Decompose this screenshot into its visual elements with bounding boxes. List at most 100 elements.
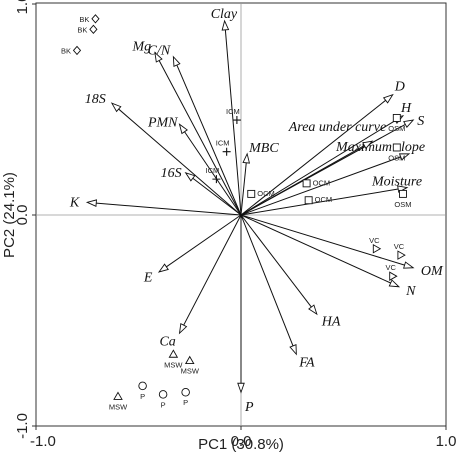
loading-arrowhead	[382, 93, 394, 104]
sample-label: OSM	[388, 153, 405, 162]
x-tick-label: 0.0	[231, 433, 252, 450]
loading-arrowhead	[157, 263, 169, 273]
sample-point-circle	[158, 390, 168, 399]
sample-points: BKBKBKICMICMICMOCMOCMOCMOSMOSMOSMVCVCVCM…	[61, 14, 411, 411]
loading-arrow	[224, 29, 242, 216]
loading-arrow	[192, 177, 242, 216]
loading-label: OM	[421, 264, 444, 279]
loading-arrowhead	[403, 261, 415, 269]
sample-label: VC	[394, 242, 405, 251]
loading-arrow	[240, 214, 312, 308]
sample-label: ICM	[226, 107, 240, 116]
sample-point-square	[304, 196, 313, 205]
sample-label: MSW	[164, 360, 183, 369]
loading-arrowhead	[403, 119, 415, 128]
loading-arrow	[240, 156, 401, 216]
sample-point-square	[392, 143, 401, 152]
loading-arrowhead	[178, 123, 188, 135]
sample-point-circle	[138, 381, 147, 391]
y-axis-title: PC2 (24.1%)	[1, 172, 18, 258]
sample-point-triangle-right	[372, 243, 382, 254]
sample-point-triangle-right	[397, 250, 406, 260]
loading-label: E	[143, 271, 153, 286]
loading-arrow	[166, 214, 242, 268]
loading-arrow	[240, 214, 294, 347]
loading-arrowhead	[289, 344, 297, 356]
loading-label: 18S	[85, 92, 106, 107]
sample-label: OCM	[257, 189, 275, 198]
sample-label: BK	[79, 15, 89, 24]
sample-point-cross	[232, 116, 241, 125]
loading-label: Maximum slope	[335, 140, 425, 155]
x-tick-label: -1.0	[30, 433, 56, 450]
loading-arrow	[240, 99, 386, 216]
loading-arrow	[118, 108, 242, 216]
sample-point-square	[302, 179, 311, 188]
sample-label: BK	[61, 46, 71, 55]
sample-label: P	[140, 392, 145, 401]
loading-label: C/N	[148, 43, 171, 58]
loading-arrow	[183, 214, 242, 326]
loading-arrowhead	[242, 152, 251, 164]
loading-label: Mg	[131, 39, 151, 54]
sample-point-square	[399, 189, 407, 198]
sample-point-triangle-up	[184, 355, 195, 365]
loading-arrow	[158, 60, 242, 216]
loading-label: MBC	[248, 141, 279, 156]
sample-label: OSM	[394, 200, 411, 209]
y-tick-label: 0.0	[14, 205, 31, 226]
sample-label: OSM	[388, 124, 405, 133]
y-tick-label: -1.0	[14, 413, 31, 439]
sample-label: VC	[385, 263, 396, 272]
loading-label: Moisture	[371, 175, 422, 190]
loading-label: 16S	[161, 166, 182, 181]
sample-point-diamond	[91, 14, 100, 24]
sample-label: P	[183, 398, 188, 407]
loading-arrowhead	[362, 140, 374, 150]
sample-point-triangle-right	[389, 271, 398, 281]
loading-arrowhead	[85, 199, 97, 207]
loading-label: N	[405, 284, 416, 299]
loading-label: PMN	[147, 115, 178, 130]
sample-label: OCM	[315, 195, 333, 204]
loading-label: K	[69, 196, 80, 211]
sample-label: MSW	[109, 402, 128, 411]
loading-arrowhead	[178, 323, 188, 335]
sample-label: VC	[369, 236, 380, 245]
sample-point-triangle-up	[113, 391, 123, 400]
sample-point-diamond	[72, 45, 82, 56]
loading-arrowhead	[154, 51, 163, 63]
loading-label: S	[417, 114, 424, 129]
axis-ticks: -1.0 0.0 1.0 -1.0 0.0 1.0	[14, 0, 456, 450]
sample-point-diamond	[89, 24, 98, 35]
loading-arrowhead	[308, 304, 318, 316]
loading-vectors: Clay MgC/N 18S PMN MBC 16S K E Ca P FA HA N OM Moistur…	[69, 7, 444, 415]
loading-label: Area under curve	[288, 120, 386, 135]
loading-arrowhead	[110, 102, 122, 113]
loading-arrowhead	[221, 19, 230, 31]
sample-point-square	[392, 113, 401, 122]
sample-label: MSW	[181, 367, 200, 376]
sample-point-circle	[181, 387, 190, 397]
sample-label: BK	[77, 25, 87, 34]
loading-label: H	[400, 101, 412, 116]
loading-arrow	[184, 131, 242, 216]
loading-arrow	[176, 64, 242, 216]
sample-label: ICM	[206, 166, 220, 175]
loading-arrow	[240, 162, 247, 216]
loading-arrow	[240, 214, 391, 284]
x-axis-title: PC1 (30.8%)	[198, 436, 284, 453]
loading-label: P	[244, 400, 254, 415]
sample-point-square	[247, 189, 256, 198]
sample-label: OCM	[313, 178, 331, 187]
loading-arrowhead	[398, 153, 411, 161]
loading-label: FA	[298, 356, 315, 371]
loading-arrowhead	[237, 382, 245, 394]
loading-label: Ca	[159, 334, 175, 349]
y-tick-label: 1.0	[14, 0, 31, 14]
sample-point-triangle-up	[168, 349, 179, 358]
loading-label: D	[394, 80, 405, 95]
loading-arrow	[240, 120, 396, 216]
loading-label: Clay	[211, 7, 238, 22]
